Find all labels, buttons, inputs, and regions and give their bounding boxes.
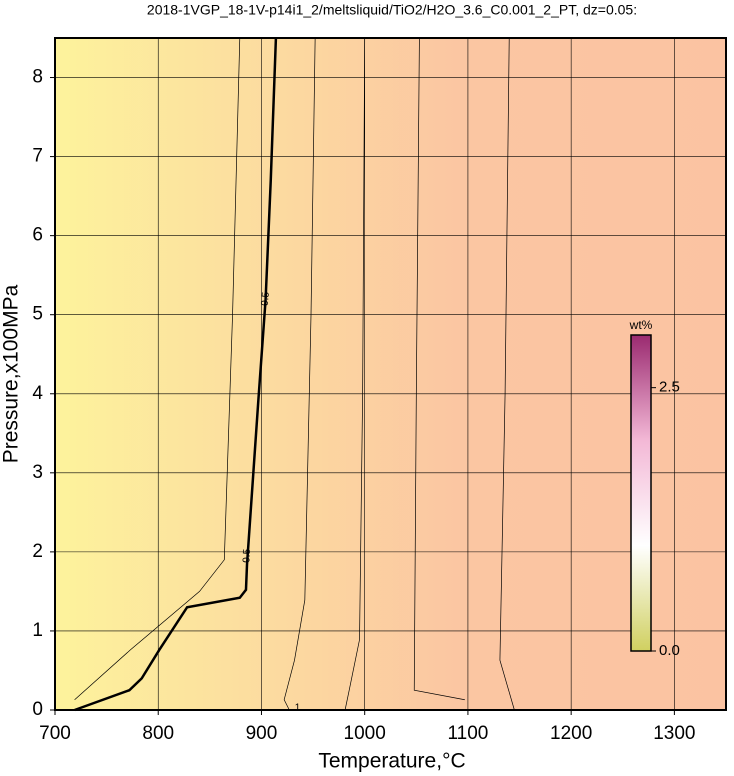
colorbar-tick-label: 2.5 [659, 379, 680, 396]
y-tick-label: 8 [32, 67, 43, 88]
y-tick-label: 3 [32, 462, 43, 483]
x-tick-label: 900 [246, 723, 278, 744]
plot-frame [54, 37, 727, 711]
colorbar-tick-label: 0.0 [659, 642, 680, 659]
x-tick-label: 1000 [344, 723, 386, 744]
y-axis-label: Pressure,x100MPa [0, 284, 23, 463]
contour-line [499, 37, 515, 711]
x-tick-label: 1100 [447, 723, 488, 744]
contour-line [74, 37, 278, 712]
y-tick-label: 0 [32, 699, 43, 720]
contour-line [344, 37, 366, 711]
contour-label: 0.5 [260, 291, 272, 306]
contour-line [283, 37, 316, 711]
chart-title: 2018-1VGP_18-1V-p14i1_2/meltsliquid/TiO2… [147, 2, 637, 18]
x-tick-label: 700 [39, 723, 71, 744]
y-tick-label: 1 [32, 620, 43, 641]
y-tick-label: 4 [32, 383, 43, 404]
x-axis-label: Temperature,°C [318, 750, 465, 773]
x-tick-label: 800 [142, 723, 174, 744]
contour-label: 0.5 [241, 548, 252, 563]
contour-label: 1 [295, 702, 301, 713]
plot-background [55, 38, 726, 710]
x-tick-label: 1300 [653, 723, 695, 744]
y-tick-label: 7 [32, 146, 43, 167]
contour-line [413, 37, 465, 701]
colorbar [630, 334, 652, 652]
contour-line [74, 37, 241, 700]
x-tick-label: 1200 [550, 723, 592, 744]
colorbar-label: wt% [629, 318, 653, 332]
y-tick-label: 6 [32, 225, 43, 246]
y-tick-label: 2 [32, 541, 43, 562]
y-tick-label: 5 [32, 304, 43, 325]
